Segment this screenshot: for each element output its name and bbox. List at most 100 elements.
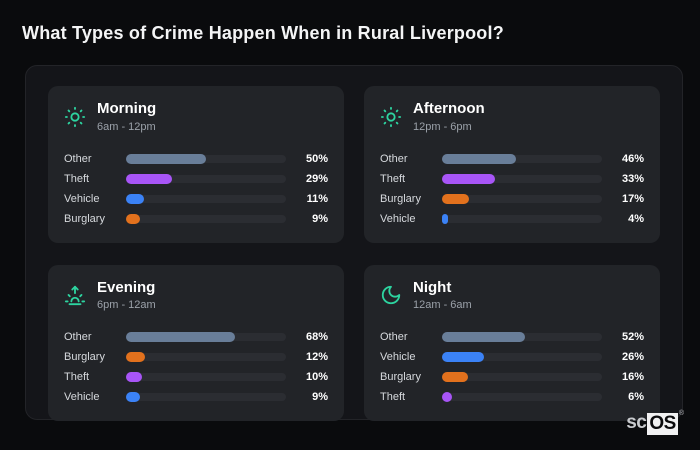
percent-value: 11% [306,192,328,205]
percent-value: 29% [305,172,328,185]
percent-value: 50% [305,152,328,165]
bar-fill [442,332,526,342]
crime-label: Burglary [64,212,105,225]
card-header: Evening 6pm - 12am [64,278,328,311]
bar-track [442,392,602,402]
percent-value: 9% [312,391,328,403]
crime-bar-row: Vehicle 26% [380,347,644,367]
percent-value: 68% [305,331,328,343]
bar-fill [442,372,468,382]
percent-value: 33% [621,172,644,185]
bar-track [442,213,602,224]
bar-track [126,213,286,224]
crime-label: Theft [380,391,406,403]
crime-label: Burglary [64,351,105,363]
card-afternoon: Afternoon 12pm - 6pm Other 46% Theft 33%… [364,86,660,243]
crime-label: Theft [64,172,90,185]
card-title: Afternoon [413,100,485,117]
card-time-range: 12am - 6am [413,299,472,311]
bar-track [442,372,602,382]
crime-bar-row: Vehicle 11% [64,189,328,209]
crime-bar-row: Theft 10% [64,367,328,387]
percent-value: 10% [305,371,328,383]
crime-label: Burglary [380,371,421,383]
bar-track [442,352,602,362]
registered-trademark-icon: ® [678,410,684,417]
sun-icon [380,106,402,127]
brand-prefix: sc [626,412,647,433]
crime-label: Vehicle [380,351,416,363]
bar-track [126,332,286,342]
card-header-text: Evening 6pm - 12am [97,278,156,311]
card-icon [380,284,402,306]
percent-value: 4% [628,212,644,225]
crime-bar-row: Burglary 17% [380,189,644,209]
bar-fill [442,352,484,362]
card-title: Night [413,278,452,296]
percent-value: 16% [621,371,644,383]
crime-label: Other [64,152,92,165]
crime-label: Burglary [380,192,421,205]
percent-value: 9% [312,212,328,225]
bar-fill [442,173,495,184]
card-header-text: Night 12am - 6am [413,278,472,311]
crime-bar-row: Theft 6% [380,387,644,407]
bar-track [442,173,602,184]
bar-track [126,153,286,164]
crime-label: Theft [380,172,406,185]
bar-fill [126,352,146,362]
percent-value: 52% [621,331,644,343]
bar-rows: Other 46% Theft 33% Burglary 17% Vehicle… [380,149,644,231]
card-icon [64,284,86,306]
bar-track [442,153,602,164]
crime-label: Vehicle [64,192,100,205]
bar-fill [442,392,452,402]
bar-rows: Other 52% Vehicle 26% Burglary 16% Theft… [380,327,644,409]
bar-fill [442,193,470,204]
bar-fill [126,372,142,382]
crime-bar-row: Theft 33% [380,169,644,189]
percent-value: 12% [305,351,328,363]
card-header: Night 12am - 6am [380,278,644,311]
crime-label: Theft [64,371,90,383]
card-icon [380,106,402,128]
crime-bar-row: Burglary 9% [64,209,328,229]
crime-label: Other [64,331,92,343]
bar-rows: Other 68% Burglary 12% Theft 10% Vehicle… [64,327,328,409]
card-evening: Evening 6pm - 12am Other 68% Burglary 12… [48,264,344,421]
card-morning: Morning 6am - 12pm Other 50% Theft 29% V… [48,86,344,243]
bar-fill [442,153,516,164]
card-header: Afternoon 12pm - 6pm [380,100,644,133]
bar-track [126,392,286,402]
brand-logo: sc OS ® [626,410,684,435]
card-title: Evening [97,278,156,296]
crime-bar-row: Vehicle 4% [380,209,644,229]
crime-bar-row: Vehicle 9% [64,387,328,407]
card-icon [64,106,86,128]
crime-bar-row: Burglary 12% [64,347,328,367]
crime-bar-row: Other 52% [380,327,644,347]
dashboard-panel: Morning 6am - 12pm Other 50% Theft 29% V… [25,65,683,421]
crime-bar-row: Burglary 16% [380,367,644,387]
bar-fill [126,392,141,402]
crime-label: Other [380,331,408,343]
card-time-range: 6am - 12pm [97,120,156,133]
bar-fill [126,332,235,342]
bar-fill [126,173,173,184]
crime-bar-row: Other 50% [64,149,328,169]
percent-value: 17% [621,192,644,205]
bar-fill [126,213,141,224]
sun-icon [64,106,86,127]
bar-fill [126,153,206,164]
percent-value: 6% [628,391,644,403]
bar-rows: Other 50% Theft 29% Vehicle 11% Burglary… [64,149,328,231]
percent-value: 26% [621,351,644,363]
card-time-range: 6pm - 12am [97,299,156,311]
brand-suffix: OS [647,413,678,435]
bar-track [442,332,602,342]
sunrise-icon [64,286,86,306]
bar-fill [442,213,449,224]
bar-track [126,173,286,184]
card-night: Night 12am - 6am Other 52% Vehicle 26% B… [364,264,660,421]
percent-value: 46% [621,152,644,165]
